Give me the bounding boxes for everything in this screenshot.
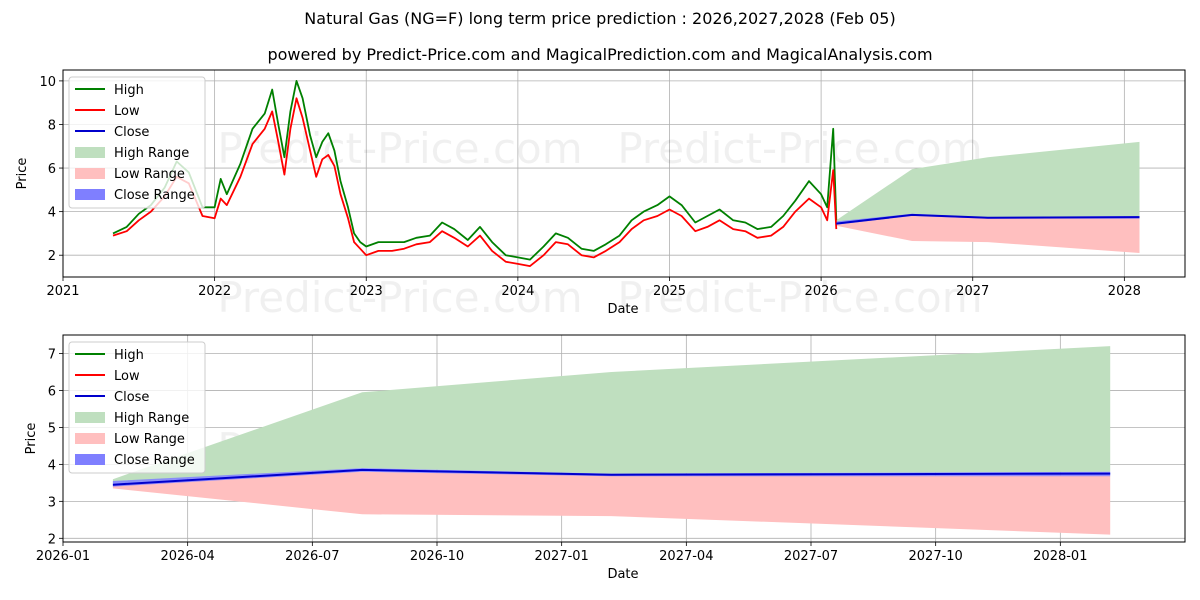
legend-label: High Range xyxy=(114,411,189,426)
legend: High Low Close High Range Low Range Close Ran… xyxy=(68,341,206,474)
y-axis-label: Price xyxy=(15,158,30,190)
y-tick-label: 8 xyxy=(48,118,56,133)
y-tick-label: 3 xyxy=(48,495,56,510)
legend-label: Close Range xyxy=(114,453,195,468)
legend-patch-swatch xyxy=(75,147,105,158)
x-tick-label: 2023 xyxy=(350,284,383,299)
legend-label: Low Range xyxy=(114,167,185,182)
watermark-text: Predict-Price.com xyxy=(217,273,582,322)
legend: High Low Close High Range Low Range Close Ran… xyxy=(68,76,206,209)
chart-panel-bottom: 2026-01 2026-04 2026-07 2026-10 2027-01 2027-… xyxy=(24,334,1186,582)
x-tick-label: 2028-01 xyxy=(1033,549,1087,564)
low-range-band xyxy=(112,471,1111,535)
low-series-line xyxy=(112,97,838,268)
x-tick-label: 2027-01 xyxy=(535,549,589,564)
legend-label: Close xyxy=(114,125,149,140)
chart-title: Natural Gas (NG=F) long term price predi… xyxy=(304,9,896,28)
x-tick-label: 2021 xyxy=(46,284,79,299)
y-tick-label: 4 xyxy=(48,458,56,473)
legend-patch-swatch xyxy=(75,168,105,179)
legend-patch-swatch xyxy=(75,189,105,200)
legend-label: High xyxy=(114,348,144,363)
legend-label: Close Range xyxy=(114,188,195,203)
x-tick-label: 2024 xyxy=(501,284,534,299)
legend-patch-swatch xyxy=(75,454,105,465)
x-tick-label: 2026-07 xyxy=(285,549,339,564)
y-tick-label: 4 xyxy=(48,206,56,221)
x-tick-label: 2027-10 xyxy=(909,549,963,564)
x-tick-label: 2027-04 xyxy=(659,549,713,564)
close-range-band xyxy=(112,468,1111,487)
x-tick-label: 2026-04 xyxy=(161,549,215,564)
chart-panel-top: 2021 2022 2023 2024 2025 2026 2027 2028 2 4 6 8 10 Pr… xyxy=(15,69,1186,322)
y-tick-label: 10 xyxy=(39,75,56,90)
legend-label: High Range xyxy=(114,146,189,161)
close-forecast-line xyxy=(836,213,1140,225)
high-range-band xyxy=(836,141,1140,223)
y-tick-label: 7 xyxy=(48,347,56,362)
y-tick-label: 6 xyxy=(48,162,56,177)
chart-subtitle: powered by Predict-Price.com and Magical… xyxy=(267,45,933,64)
y-tick-label: 2 xyxy=(48,249,56,264)
legend-label: Close xyxy=(114,390,149,405)
legend-label: Low xyxy=(114,104,140,119)
close-forecast-line xyxy=(112,468,1111,486)
y-tick-label: 5 xyxy=(48,421,56,436)
y-axis-label: Price xyxy=(24,423,39,455)
legend-patch-swatch xyxy=(75,433,105,444)
x-tick-label: 2028 xyxy=(1108,284,1141,299)
y-tick-label: 2 xyxy=(48,532,56,547)
x-tick-label: 2026-01 xyxy=(36,549,90,564)
x-axis-label: Date xyxy=(607,567,638,582)
plot-frame xyxy=(62,69,1186,278)
plot-frame xyxy=(62,334,1186,543)
x-tick-label: 2022 xyxy=(198,284,231,299)
legend-label: Low Range xyxy=(114,432,185,447)
x-tick-label: 2026-10 xyxy=(410,549,464,564)
watermark-text: Predict-Price.com xyxy=(217,124,582,173)
x-axis-label: Date xyxy=(607,302,638,317)
legend-patch-swatch xyxy=(75,412,105,423)
watermark-text: Predict-Price.com xyxy=(617,124,982,173)
x-tick-label: 2026 xyxy=(805,284,838,299)
x-tick-label: 2025 xyxy=(653,284,686,299)
watermark-text: Predict-Price.com xyxy=(617,273,982,322)
x-tick-label: 2027 xyxy=(956,284,989,299)
y-tick-label: 6 xyxy=(48,384,56,399)
low-range-band xyxy=(836,216,1140,253)
legend-label: Low xyxy=(114,369,140,384)
x-tick-label: 2027-07 xyxy=(784,549,838,564)
high-series-line xyxy=(112,80,838,261)
legend-label: High xyxy=(114,83,144,98)
high-range-band xyxy=(112,346,1111,483)
